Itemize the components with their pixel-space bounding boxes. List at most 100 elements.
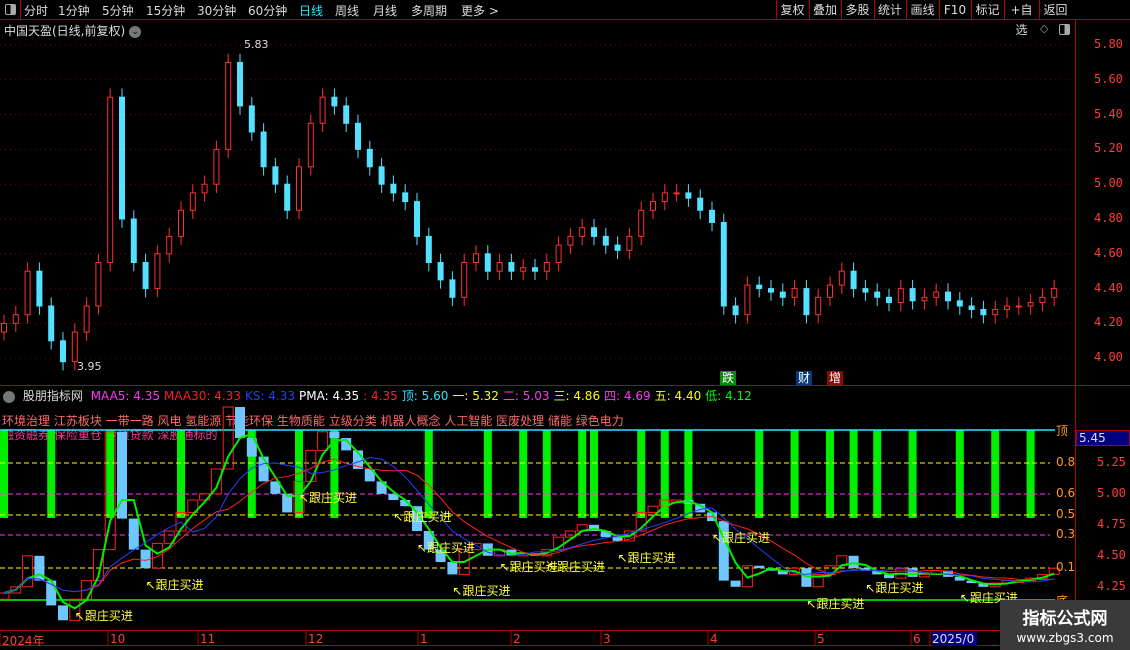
candle bbox=[756, 284, 763, 290]
candle bbox=[296, 166, 302, 211]
sidebar-toggle-icon[interactable] bbox=[0, 0, 21, 20]
indicator-block bbox=[848, 555, 859, 569]
indicator-block bbox=[435, 549, 446, 562]
buy-signal-label: ↖跟庄买进 bbox=[865, 580, 924, 595]
event-tag[interactable]: 财 bbox=[796, 371, 812, 385]
signal-bar bbox=[660, 430, 669, 518]
indicator-block bbox=[612, 537, 623, 541]
watermark: 指标公式网 www.zbgs3.com bbox=[1000, 600, 1130, 650]
candle bbox=[1004, 305, 1010, 310]
toolbar-button-3[interactable]: 统计 bbox=[873, 0, 906, 20]
chevron-down-icon[interactable]: ⌄ bbox=[129, 25, 142, 38]
date-axis-bottom bbox=[0, 645, 1130, 646]
tab-period-5[interactable]: 60分钟 bbox=[248, 4, 288, 18]
signal-bar bbox=[519, 430, 528, 518]
indicator-menu-icon[interactable] bbox=[3, 390, 15, 403]
candle bbox=[272, 166, 279, 185]
tab-period-7[interactable]: 周线 bbox=[335, 4, 360, 18]
toolbar-button-2[interactable]: 多股 bbox=[841, 0, 873, 20]
toolbar-button-0[interactable]: 复权 bbox=[776, 0, 808, 20]
candle bbox=[378, 166, 385, 185]
candle bbox=[284, 183, 291, 211]
candle bbox=[933, 291, 940, 298]
diamond-icon[interactable]: ◇ bbox=[1040, 22, 1049, 35]
buy-signal-label: ↖跟庄买进 bbox=[712, 531, 771, 546]
indicator-block bbox=[412, 506, 422, 531]
indicator-block bbox=[766, 568, 776, 571]
date-label: 6 bbox=[913, 632, 921, 646]
stock-title: 中国天盈(日线,前复权) bbox=[4, 24, 126, 38]
candle bbox=[968, 305, 975, 310]
candle bbox=[213, 148, 220, 185]
tab-period-0[interactable]: 分时 bbox=[24, 4, 49, 18]
toolbar-button-6[interactable]: 标记 bbox=[971, 0, 1003, 20]
buy-signal-label: ↖跟庄买进 bbox=[299, 491, 358, 506]
signal-bar bbox=[849, 430, 858, 518]
event-tag[interactable]: 增 bbox=[827, 371, 843, 385]
candle bbox=[414, 201, 420, 237]
candle bbox=[508, 262, 515, 272]
indicator-block bbox=[353, 450, 363, 469]
tab-period-8[interactable]: 月线 bbox=[373, 4, 398, 18]
candle bbox=[473, 253, 479, 264]
date-label: 5 bbox=[817, 632, 825, 646]
price-tick: 4.00 bbox=[1094, 350, 1123, 365]
candle bbox=[484, 253, 491, 272]
candle bbox=[119, 96, 125, 220]
indicator-block bbox=[104, 431, 116, 551]
tab-period-1[interactable]: 1分钟 bbox=[58, 4, 90, 18]
current-value-badge: 5.45 bbox=[1076, 430, 1130, 446]
toolbar-button-8[interactable]: 返回 bbox=[1039, 0, 1071, 20]
toolbar-button-4[interactable]: 画线 bbox=[906, 0, 938, 20]
tab-period-3[interactable]: 15分钟 bbox=[146, 4, 186, 18]
tab-period-4[interactable]: 30分钟 bbox=[197, 4, 237, 18]
candle bbox=[602, 235, 609, 246]
signal-bar bbox=[1026, 430, 1035, 518]
tab-period-6[interactable]: 日线 bbox=[299, 4, 324, 18]
signal-bar bbox=[330, 430, 339, 518]
candle bbox=[838, 270, 845, 286]
indicator-block bbox=[34, 555, 45, 581]
indicator-name[interactable]: 股朋指标网 bbox=[22, 389, 83, 403]
toolbar-button-5[interactable]: F10 bbox=[938, 0, 971, 20]
indicator-block bbox=[117, 431, 127, 519]
tab-period-9[interactable]: 多周期 bbox=[411, 4, 448, 18]
indicator-block bbox=[801, 568, 812, 587]
indicator-block bbox=[163, 530, 175, 544]
indicator-tick: 5.25 bbox=[1097, 454, 1126, 469]
candle bbox=[12, 314, 19, 324]
toolbar-button-7[interactable]: +自选 bbox=[1003, 0, 1039, 37]
candle bbox=[71, 331, 78, 363]
panel-toggle-icon[interactable] bbox=[1059, 24, 1070, 35]
candle bbox=[24, 270, 31, 316]
candle bbox=[779, 291, 786, 298]
signal-bar bbox=[47, 430, 56, 518]
candle bbox=[355, 122, 361, 150]
signal-bar bbox=[991, 430, 1000, 518]
candle bbox=[697, 197, 704, 211]
indicator-block bbox=[235, 407, 245, 438]
candle bbox=[1039, 296, 1046, 304]
event-tag[interactable]: 跌 bbox=[720, 371, 736, 385]
tab-period-10[interactable]: 更多 > bbox=[461, 4, 499, 18]
panel-divider bbox=[0, 385, 1130, 386]
candle bbox=[366, 148, 373, 168]
candle bbox=[626, 235, 633, 251]
candle bbox=[886, 296, 892, 304]
candle bbox=[343, 105, 350, 124]
tab-period-2[interactable]: 5分钟 bbox=[102, 4, 134, 18]
indicator-block bbox=[777, 570, 788, 575]
signal-bar bbox=[873, 430, 882, 518]
indicator-block bbox=[884, 574, 894, 579]
toolbar-button-1[interactable]: 叠加 bbox=[808, 0, 841, 20]
candle bbox=[945, 291, 951, 302]
signal-bar bbox=[637, 430, 646, 518]
candle bbox=[1015, 305, 1022, 308]
watermark-url: www.zbgs3.com bbox=[1016, 631, 1114, 645]
buy-signal-label: ↖跟庄买进 bbox=[74, 609, 133, 624]
indicator-block bbox=[282, 493, 293, 513]
legend-item: MAA30: 4.33 bbox=[164, 389, 241, 403]
indicator-tick: 4.75 bbox=[1097, 516, 1126, 531]
indicator-block bbox=[695, 503, 706, 513]
